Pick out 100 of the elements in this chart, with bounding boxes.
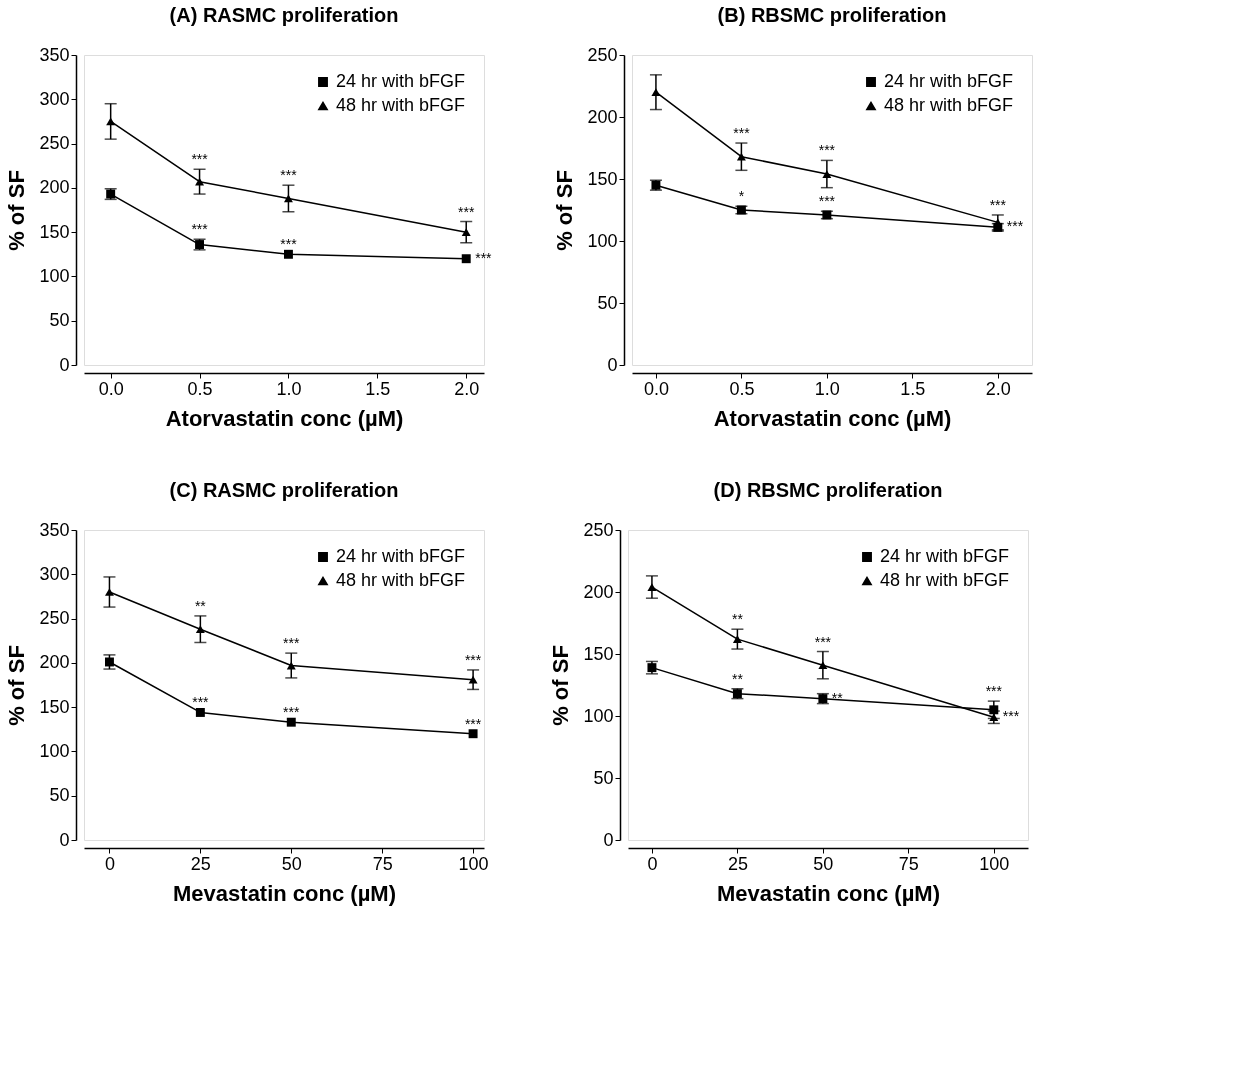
x-tick-label: 0 — [647, 853, 658, 874]
x-axis-title: Mevastatin conc (µM) — [173, 880, 396, 906]
y-axis-title: % of SF — [552, 170, 578, 251]
y-tick-label: 350 — [39, 519, 70, 540]
legend-label: 24 hr with bFGF — [336, 71, 466, 91]
y-tick-label: 250 — [583, 519, 614, 540]
annotation: ** — [731, 670, 744, 687]
y-axis-title: % of SF — [548, 645, 574, 726]
y-tick-label: 50 — [49, 785, 70, 806]
point — [732, 635, 742, 643]
annotation: *** — [192, 694, 210, 711]
annotation: *** — [458, 203, 475, 220]
annotation: *** — [464, 651, 482, 668]
annotation: * — [738, 188, 745, 205]
y-tick-label: 150 — [39, 221, 70, 242]
x-tick-label: 75 — [372, 853, 393, 874]
point — [461, 254, 471, 264]
y-tick-label: 100 — [39, 740, 70, 761]
point — [993, 218, 1003, 227]
x-tick-label: 0.0 — [643, 378, 669, 399]
annotation: *** — [985, 683, 1003, 700]
y-tick-label: 100 — [587, 230, 618, 251]
x-tick-label: 25 — [727, 853, 748, 874]
point — [989, 705, 999, 715]
annotation: *** — [733, 125, 751, 142]
y-tick-label: 350 — [39, 44, 70, 65]
point — [195, 625, 205, 634]
point — [283, 194, 293, 203]
y-tick-label: 100 — [583, 705, 614, 726]
point — [736, 152, 746, 161]
x-tick-label: 50 — [813, 853, 834, 874]
annotation: *** — [280, 236, 298, 253]
y-tick-label: 200 — [39, 177, 70, 198]
point — [818, 661, 828, 670]
legend-label: 24 hr with bFGF — [880, 546, 1010, 566]
x-tick-label: 1.5 — [365, 378, 391, 399]
point — [104, 588, 114, 596]
annotation: ** — [194, 597, 207, 614]
point — [822, 170, 832, 178]
x-tick-label: 0.5 — [187, 378, 213, 399]
y-tick-label: 150 — [587, 168, 618, 189]
y-tick-label: 0 — [603, 829, 614, 850]
point — [651, 88, 661, 97]
chart-title: (D) RBSMC proliferation — [713, 479, 943, 501]
y-tick-label: 300 — [39, 563, 70, 584]
annotation: *** — [464, 715, 482, 732]
y-tick-label: 150 — [39, 696, 70, 717]
y-tick-label: 50 — [49, 310, 70, 331]
annotation: *** — [475, 249, 493, 266]
point — [195, 177, 205, 186]
legend-label: 48 hr with bFGF — [880, 570, 1010, 590]
x-axis-title: Atorvastatin conc (µM) — [165, 405, 404, 431]
y-tick-label: 150 — [583, 643, 614, 664]
y-tick-label: 200 — [587, 106, 618, 127]
point — [468, 675, 478, 684]
x-axis-title: Atorvastatin conc (µM) — [713, 405, 952, 431]
y-tick-label: 0 — [59, 354, 70, 375]
legend-label: 24 hr with bFGF — [884, 71, 1014, 91]
legend-label: 48 hr with bFGF — [336, 95, 466, 115]
y-tick-label: 50 — [593, 767, 614, 788]
point — [106, 117, 116, 126]
annotation: ** — [731, 611, 744, 628]
x-tick-label: 25 — [190, 853, 211, 874]
chart-title: (C) RASMC proliferation — [169, 479, 399, 501]
chart-title: (A) RASMC proliferation — [169, 4, 399, 26]
x-tick-label: 0.5 — [729, 378, 755, 399]
annotation: ** — [831, 689, 844, 706]
annotation: *** — [283, 635, 300, 652]
x-tick-label: 100 — [458, 853, 489, 874]
x-tick-label: 1.5 — [900, 378, 926, 399]
x-tick-label: 75 — [898, 853, 919, 874]
annotation: *** — [283, 704, 300, 721]
y-tick-label: 200 — [583, 581, 614, 602]
annotation: *** — [989, 196, 1007, 213]
y-axis-title: % of SF — [4, 645, 30, 726]
x-tick-label: 1.0 — [276, 378, 302, 399]
x-tick-label: 2.0 — [454, 378, 480, 399]
point — [195, 707, 205, 717]
y-tick-label: 250 — [39, 608, 70, 629]
y-tick-label: 0 — [59, 829, 70, 850]
annotation: *** — [191, 221, 209, 238]
point — [283, 249, 293, 259]
annotation: *** — [818, 142, 836, 159]
y-tick-label: 50 — [597, 292, 618, 313]
y-tick-label: 250 — [587, 44, 618, 65]
x-axis-title: Mevastatin conc (µM) — [717, 880, 940, 906]
annotation: *** — [814, 633, 832, 650]
legend-label: 48 hr with bFGF — [336, 570, 466, 590]
point — [286, 717, 296, 727]
legend-label: 24 hr with bFGF — [336, 546, 466, 566]
annotation: *** — [191, 151, 209, 168]
x-tick-label: 0.0 — [98, 378, 124, 399]
point — [468, 729, 478, 739]
x-tick-label: 0 — [104, 853, 115, 874]
annotation: *** — [1002, 708, 1020, 725]
y-tick-label: 250 — [39, 133, 70, 154]
y-tick-label: 300 — [39, 88, 70, 109]
x-tick-label: 100 — [979, 853, 1010, 874]
y-tick-label: 100 — [39, 265, 70, 286]
annotation: *** — [818, 193, 836, 210]
